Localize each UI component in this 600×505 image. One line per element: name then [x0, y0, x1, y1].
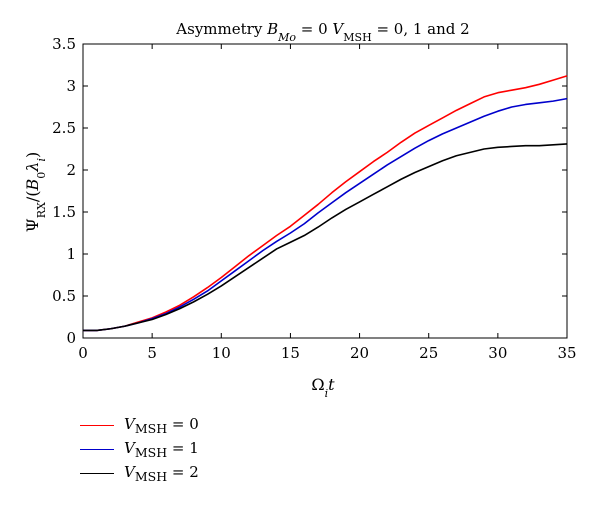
legend-swatch [80, 472, 114, 474]
legend-swatch [80, 424, 114, 426]
series-line-0 [83, 75, 568, 332]
y-tick-label: 1.5 [52, 203, 76, 221]
x-tick-label: 30 [488, 344, 507, 362]
plot-area [82, 43, 568, 339]
chart-title: Asymmetry BMo = 0 VMSH = 0, 1 and 2 [175, 20, 469, 44]
series-lines [83, 75, 568, 332]
legend-item: VMSH = 1 [80, 437, 300, 461]
legend-label: VMSH = 1 [124, 438, 199, 460]
y-tick-label: 1 [66, 245, 76, 263]
x-axis-label: Ωit [311, 375, 335, 400]
x-tick-label: 35 [557, 344, 576, 362]
legend-label: VMSH = 0 [124, 414, 199, 436]
y-tick-label: 3.5 [52, 35, 76, 53]
y-tick-label: 3 [66, 77, 76, 95]
axis-ticks: 0 5 10 15 20 25 30 35 0 0.5 1 1.5 2 2.5 3 3.5 [52, 35, 576, 362]
x-tick-label: 25 [419, 344, 438, 362]
x-tick-label: 0 [78, 344, 88, 362]
chart-legend: VMSH = 0 VMSH = 1 VMSH = 2 [80, 413, 300, 485]
legend-item: VMSH = 2 [80, 461, 300, 485]
legend-swatch [80, 448, 114, 450]
legend-label: VMSH = 2 [124, 462, 199, 484]
y-tick-label: 0 [66, 329, 76, 347]
y-tick-label: 2 [66, 161, 76, 179]
y-tick-label: 0.5 [52, 287, 76, 305]
x-tick-label: 15 [281, 344, 300, 362]
y-tick-label: 2.5 [52, 119, 76, 137]
x-tick-label: 10 [212, 344, 231, 362]
legend-item: VMSH = 0 [80, 413, 300, 437]
y-axis-label: ΨRX/(B0λi) [23, 152, 48, 232]
x-tick-label: 20 [350, 344, 369, 362]
series-line-2 [83, 143, 568, 332]
x-tick-label: 5 [147, 344, 157, 362]
plot-frame [82, 43, 568, 339]
series-line-1 [83, 97, 568, 332]
